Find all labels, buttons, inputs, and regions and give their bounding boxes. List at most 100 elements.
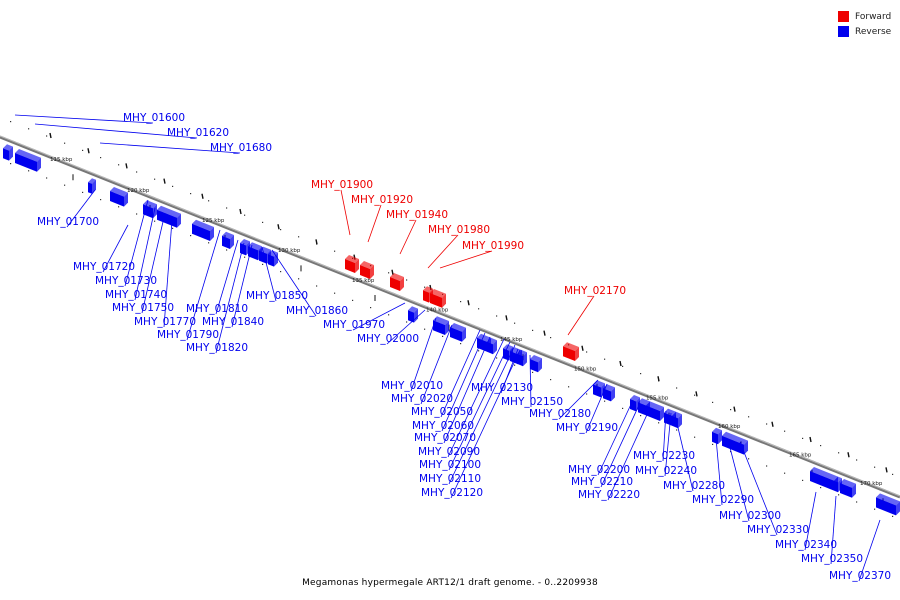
ruler-label: 135 kbp <box>352 278 375 284</box>
gene-label-mhy-02240[interactable]: MHY_02240 <box>635 465 697 477</box>
gene-blocks <box>3 144 900 516</box>
gene-label-mhy-02350[interactable]: MHY_02350 <box>801 553 863 565</box>
gene-label-mhy-02210[interactable]: MHY_02210 <box>571 476 633 488</box>
gene-label-mhy-02280[interactable]: MHY_02280 <box>663 480 725 492</box>
leader-line <box>441 332 486 432</box>
leader-line <box>420 324 453 405</box>
scale-dot <box>424 286 426 288</box>
legend: Forward Reverse <box>838 9 891 39</box>
gene-label-mhy-02190[interactable]: MHY_02190 <box>556 422 618 434</box>
leader-line <box>439 250 493 269</box>
leader-line <box>858 519 881 582</box>
scale-dot <box>280 271 282 273</box>
scale-dot <box>352 299 354 301</box>
gene-block <box>268 250 278 267</box>
scale-tick <box>391 269 394 275</box>
leader-line <box>340 189 351 236</box>
gene-label-mhy-01850[interactable]: MHY_01850 <box>246 290 308 302</box>
scale-dots <box>10 121 894 517</box>
gene-label-mhy-01790[interactable]: MHY_01790 <box>157 329 219 341</box>
leader-line <box>141 212 166 314</box>
scale-dot <box>226 207 228 209</box>
gene-label-mhy-01980[interactable]: MHY_01980 <box>428 224 490 236</box>
scale-dot <box>460 343 462 345</box>
leader-line <box>739 441 778 536</box>
gene-label-mhy-02200[interactable]: MHY_02200 <box>568 464 630 476</box>
gene-label-mhy-01920[interactable]: MHY_01920 <box>351 194 413 206</box>
scale-dot <box>784 472 786 474</box>
gene-label-mhy-02170[interactable]: MHY_02170 <box>564 285 626 297</box>
scale-dot <box>46 135 48 137</box>
scale-dot <box>154 178 156 180</box>
gene-block <box>15 149 41 172</box>
scale-dot <box>172 227 174 229</box>
gene-label-mhy-02090[interactable]: MHY_02090 <box>418 446 480 458</box>
gene-label-mhy-01620[interactable]: MHY_01620 <box>167 127 229 139</box>
gene-labels: MHY_01600 MHY_01620 MHY_01680 MHY_01700 MHY_… <box>37 112 891 582</box>
gene-label-mhy-02100[interactable]: MHY_02100 <box>419 459 481 471</box>
gene-label-mhy-01900[interactable]: MHY_01900 <box>311 179 373 191</box>
gene-label-mhy-01730[interactable]: MHY_01730 <box>95 275 157 287</box>
gene-block <box>192 219 214 241</box>
scale-dot <box>892 473 894 475</box>
gene-label-mhy-01600[interactable]: MHY_01600 <box>123 112 185 124</box>
gene-label-mhy-01990[interactable]: MHY_01990 <box>462 240 524 252</box>
scale-dot <box>10 163 12 165</box>
gene-label-mhy-01940[interactable]: MHY_01940 <box>386 209 448 221</box>
gene-label-mhy-02330[interactable]: MHY_02330 <box>747 524 809 536</box>
gene-label-mhy-02120[interactable]: MHY_02120 <box>421 487 483 499</box>
leader-line <box>215 242 245 354</box>
leader-line <box>727 439 750 522</box>
legend-forward-label: Forward <box>855 11 892 22</box>
scale-dot <box>856 501 858 503</box>
gene-label-mhy-01680[interactable]: MHY_01680 <box>210 142 272 154</box>
leader-line <box>715 437 723 506</box>
scale-dot <box>478 350 480 352</box>
gene-label-mhy-02130[interactable]: MHY_02130 <box>471 382 533 394</box>
gene-label-mhy-01740[interactable]: MHY_01740 <box>105 289 167 301</box>
gene-label-mhy-02010[interactable]: MHY_02010 <box>381 380 443 392</box>
gene-label-mhy-01750[interactable]: MHY_01750 <box>112 302 174 314</box>
gene-label-mhy-02110[interactable]: MHY_02110 <box>419 473 481 485</box>
leader-line <box>231 244 253 328</box>
leader-line <box>448 344 516 485</box>
gene-label-mhy-02220[interactable]: MHY_02220 <box>578 489 640 501</box>
gene-label-mhy-02290[interactable]: MHY_02290 <box>692 494 754 506</box>
gene-label-mhy-01770[interactable]: MHY_01770 <box>134 316 196 328</box>
gene-label-mhy-02060[interactable]: MHY_02060 <box>412 420 474 432</box>
leader-line <box>14 114 154 124</box>
scale-dot <box>298 278 300 280</box>
gene-label-mhy-02340[interactable]: MHY_02340 <box>775 539 837 551</box>
gene-label-mhy-02300[interactable]: MHY_02300 <box>719 510 781 522</box>
gene-block <box>360 261 374 279</box>
gene-label-mhy-02370[interactable]: MHY_02370 <box>829 570 891 582</box>
leader-line <box>440 329 481 418</box>
gene-label-mhy-01970[interactable]: MHY_01970 <box>323 319 385 331</box>
scale-dot <box>10 121 12 123</box>
scale-dot <box>388 272 390 274</box>
gene-label-mhy-01840[interactable]: MHY_01840 <box>202 316 264 328</box>
gene-label-mhy-02000[interactable]: MHY_02000 <box>357 333 419 345</box>
scale-dot <box>46 177 48 179</box>
gene-block <box>390 273 404 291</box>
gene-label-mhy-01810[interactable]: MHY_01810 <box>186 303 248 315</box>
gene-label-mhy-02020[interactable]: MHY_02020 <box>391 393 453 405</box>
ruler-label: 155 kbp <box>646 395 669 401</box>
gene-label-mhy-01700[interactable]: MHY_01700 <box>37 216 99 228</box>
gene-label-mhy-01820[interactable]: MHY_01820 <box>186 342 248 354</box>
scale-tick <box>885 467 888 473</box>
scale-dot <box>694 436 696 438</box>
gene-label-mhy-02050[interactable]: MHY_02050 <box>411 406 473 418</box>
scale-dot <box>82 191 84 193</box>
gene-label-mhy-02180[interactable]: MHY_02180 <box>529 408 591 420</box>
ruler-label: 140 kbp <box>426 307 449 313</box>
gene-block <box>487 337 497 355</box>
gene-block <box>433 316 449 335</box>
gene-label-mhy-02070[interactable]: MHY_02070 <box>414 432 476 444</box>
gene-block <box>876 493 900 516</box>
gene-label-mhy-02230[interactable]: MHY_02230 <box>633 450 695 462</box>
gene-label-mhy-01720[interactable]: MHY_01720 <box>73 261 135 273</box>
gene-label-mhy-01860[interactable]: MHY_01860 <box>286 305 348 317</box>
gene-label-mhy-02150[interactable]: MHY_02150 <box>501 396 563 408</box>
scale-tick <box>809 436 812 443</box>
